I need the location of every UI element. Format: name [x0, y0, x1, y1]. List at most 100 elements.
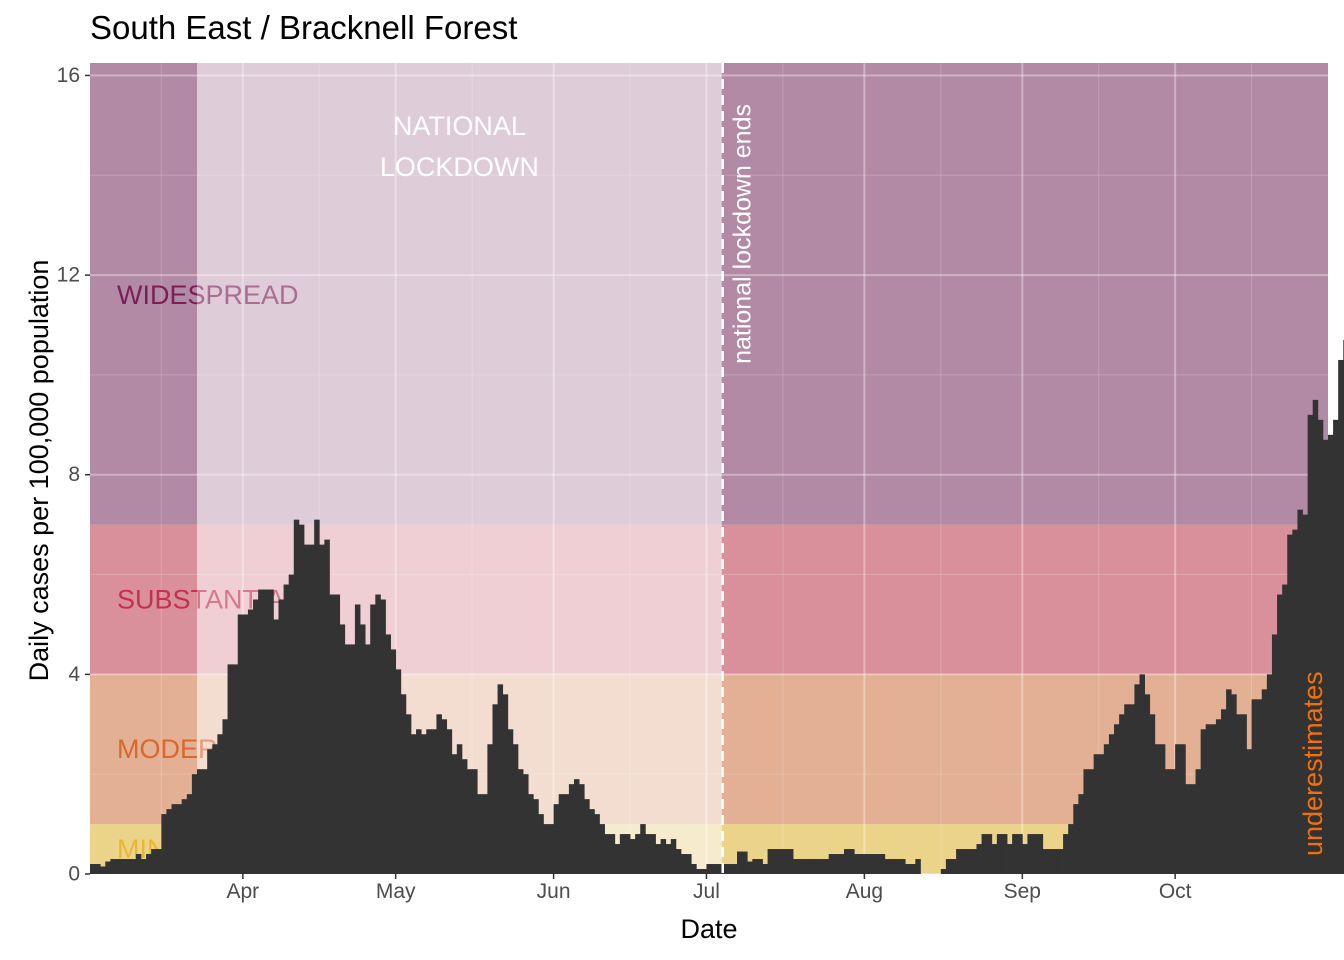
bar: [375, 594, 381, 874]
bar: [472, 769, 478, 874]
bar: [405, 714, 412, 874]
bar: [416, 729, 422, 874]
bar: [288, 574, 295, 874]
bar: [915, 859, 921, 874]
bar: [849, 849, 855, 874]
bar: [1068, 824, 1074, 874]
bar: [319, 544, 325, 874]
bar: [1042, 849, 1049, 874]
bar: [706, 864, 712, 874]
y-axis-title: Daily cases per 100,000 population: [24, 260, 54, 682]
bar: [140, 859, 147, 874]
bar: [543, 824, 549, 874]
bar: [1221, 709, 1227, 874]
bar: [456, 744, 463, 874]
bar: [1119, 714, 1125, 874]
bar: [161, 814, 167, 874]
bar: [767, 849, 774, 874]
bar: [523, 774, 529, 874]
bar: [1322, 439, 1329, 874]
bar: [579, 784, 585, 874]
bar: [482, 794, 488, 874]
bar: [360, 624, 366, 874]
bar: [247, 609, 254, 874]
bar: [757, 859, 763, 874]
bar: [395, 669, 402, 874]
bar: [512, 744, 519, 874]
lockdown-label-line1: NATIONAL: [393, 111, 526, 141]
bar: [354, 604, 361, 874]
bar: [436, 714, 442, 874]
bar: [1047, 849, 1054, 874]
bar: [1292, 529, 1298, 874]
bar: [1001, 834, 1008, 874]
bar: [1114, 724, 1120, 874]
bar: [268, 589, 274, 874]
bar: [303, 544, 310, 874]
bar: [242, 614, 249, 874]
bar: [1149, 714, 1156, 874]
bar: [1057, 849, 1064, 874]
bar: [1215, 719, 1222, 874]
bar: [370, 604, 376, 874]
bar: [258, 589, 264, 874]
bar: [1017, 834, 1023, 874]
bar: [1139, 674, 1145, 874]
bar: [808, 859, 814, 874]
bar: [1287, 534, 1293, 874]
bar: [966, 849, 972, 874]
bar: [365, 644, 371, 874]
bar: [1241, 714, 1247, 874]
bar: [696, 869, 702, 874]
lockdown-label-line2: LOCKDOWN: [380, 152, 539, 182]
bar: [869, 854, 875, 874]
bar: [665, 844, 672, 874]
bar: [640, 824, 646, 874]
bar: [212, 744, 218, 874]
underestimates-label: underestimates: [1298, 671, 1328, 856]
bar: [670, 839, 677, 874]
bar: [1159, 744, 1166, 874]
bar: [945, 859, 952, 874]
bar: [426, 729, 432, 874]
bar: [176, 804, 183, 874]
bar: [309, 544, 315, 874]
bar: [976, 844, 982, 874]
y-tick-label: 8: [68, 463, 80, 486]
bar: [716, 864, 723, 874]
bar: [737, 851, 743, 874]
bar: [1032, 834, 1039, 874]
bar: [731, 864, 738, 874]
bar: [813, 859, 819, 874]
bar: [563, 794, 570, 874]
bar: [110, 859, 116, 874]
bar: [630, 839, 636, 874]
bar: [487, 744, 493, 874]
bar: [1012, 834, 1018, 874]
bar: [548, 824, 555, 874]
bar: [186, 794, 193, 874]
bar: [314, 519, 320, 874]
bar: [207, 749, 213, 874]
bar: [1098, 754, 1105, 874]
bar: [1129, 704, 1135, 874]
bar: [1144, 694, 1151, 874]
bar: [90, 864, 96, 874]
x-tick-label: Jun: [537, 880, 571, 903]
bar: [324, 539, 330, 874]
x-tick-label: Oct: [1159, 880, 1192, 903]
bar: [217, 734, 223, 874]
bar: [635, 834, 641, 874]
x-axis-title: Date: [680, 914, 737, 944]
band-widespread: [90, 63, 1328, 525]
bar: [283, 584, 290, 874]
bar: [1246, 749, 1252, 874]
bar: [604, 834, 611, 874]
bar: [1134, 684, 1140, 874]
bar: [940, 869, 947, 874]
bar: [339, 624, 346, 874]
bar: [390, 649, 397, 874]
bar: [1205, 724, 1212, 874]
bar: [237, 614, 244, 874]
bar: [701, 869, 707, 874]
